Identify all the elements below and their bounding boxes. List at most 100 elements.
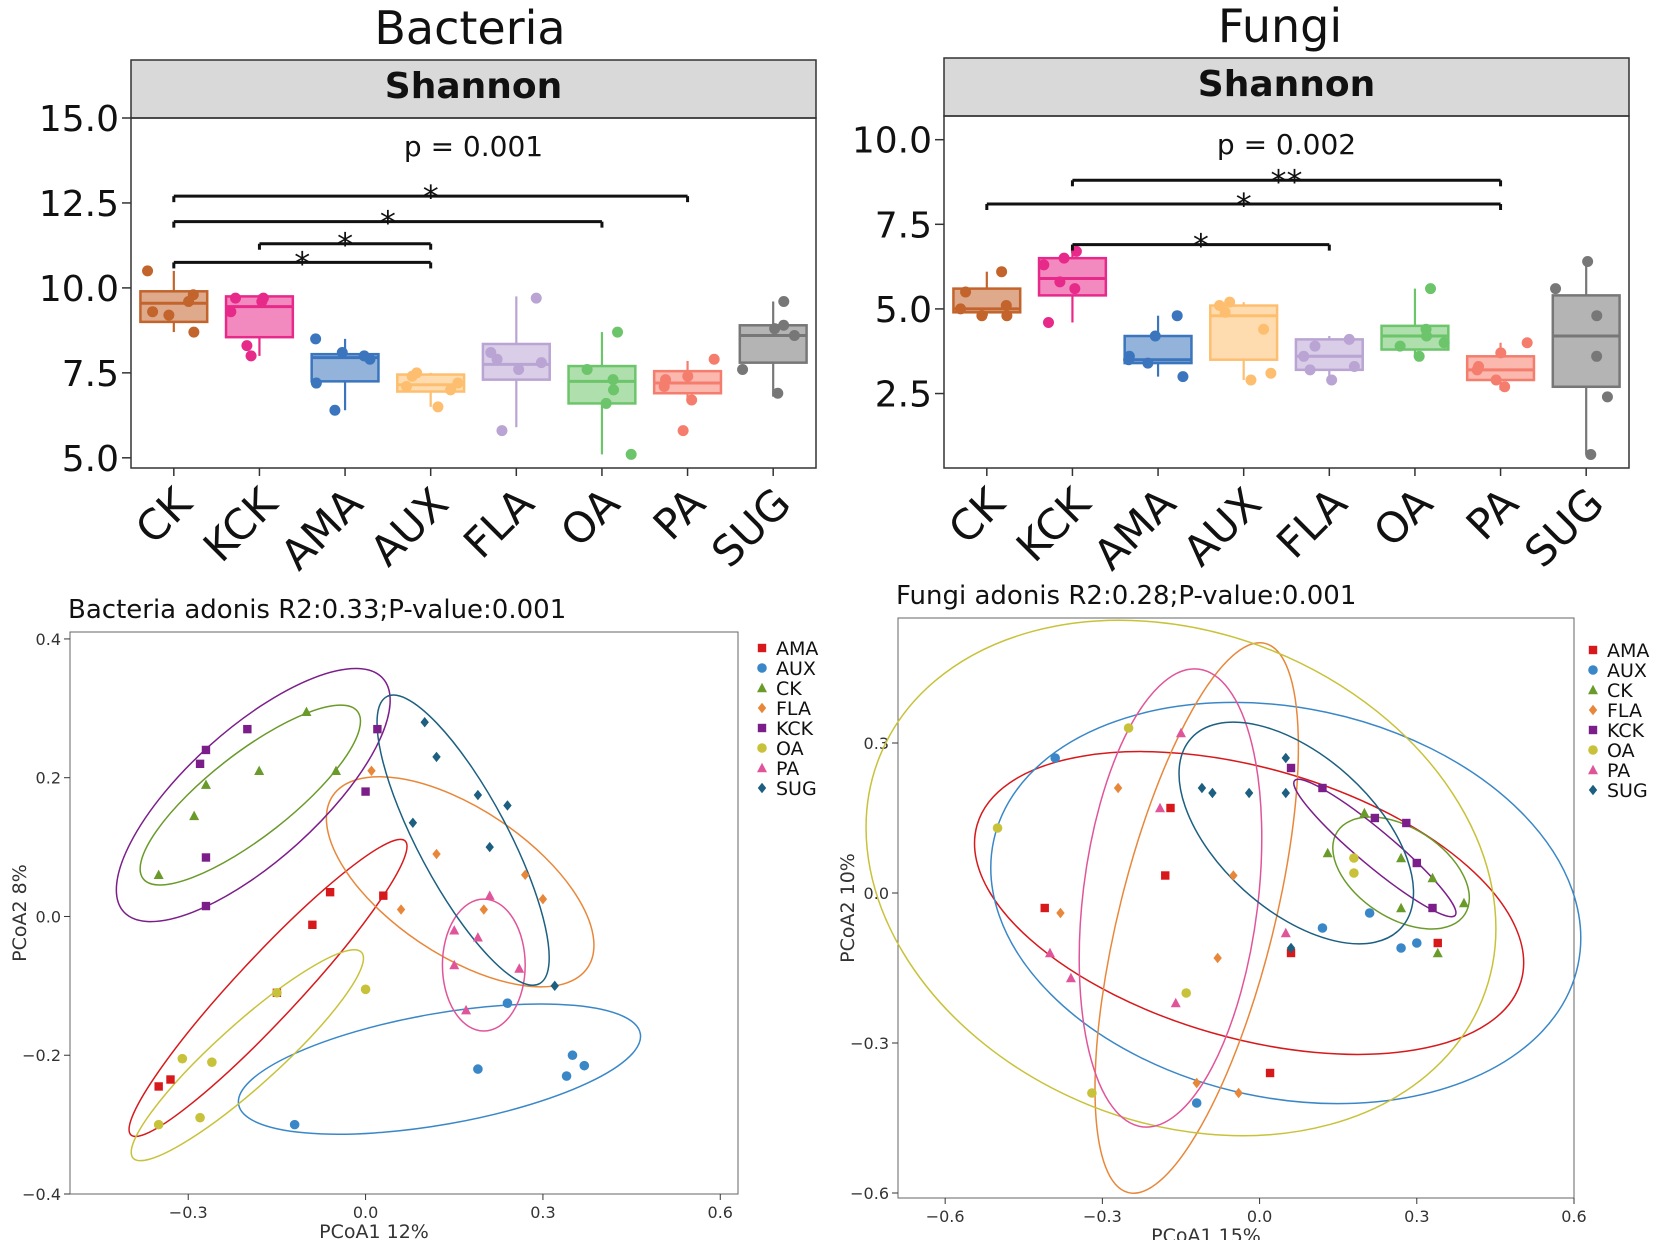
chart-title: Bacteria adonis R2:0.33;P-value:0.001 [68,595,566,625]
legend-key [757,682,767,693]
scatter-point [153,1119,164,1130]
significance-bracket: * [257,226,433,264]
x-tick-label: CK [126,477,202,553]
data-point [1591,310,1603,322]
y-tick-label: 10.0 [39,269,119,310]
y-tick-label: −0.2 [22,1046,61,1065]
x-tick-label: KCK [194,477,288,571]
data-point [445,384,457,396]
scatter-point [200,779,211,789]
x-tick-label: FLA [1267,478,1356,567]
data-point [581,363,593,375]
pcoa-panel-2: Bacteria adonis R2:0.33;P-value:0.001 −0.… [9,595,818,1240]
y-tick-label: −0.3 [850,1034,889,1053]
data-point [778,295,790,307]
data-point [1123,354,1135,366]
legend-label: KCK [1607,720,1645,742]
data-point [1326,374,1338,386]
plot-border [897,617,1575,1199]
legend-label: AUX [776,658,816,680]
scatter-point [1087,1088,1097,1098]
chart-title: Bacteria [374,1,565,55]
scatter-point [1213,952,1222,964]
data-point [358,350,370,362]
scatter-point [201,853,211,862]
scatter-point [1370,813,1380,823]
scatter-point [379,891,388,900]
scatter-point [243,724,252,734]
scatter-point [1056,907,1065,919]
scatter-point [289,1119,300,1130]
scatter-point [1427,872,1438,883]
data-point [607,374,619,386]
legend-label: OA [1607,740,1635,762]
scatter-point [1432,947,1443,958]
x-axis-label: PCoA1 15% [1151,1225,1261,1240]
data-point [1038,259,1050,271]
x-tick-label: SUG [1515,478,1613,576]
legend-label: PA [1607,760,1630,782]
data-point [310,333,322,345]
y-tick-label: 10.0 [852,121,932,162]
scatter-point [1281,752,1290,764]
y-tick-label: 0.2 [36,769,61,788]
scatter-point [195,1112,205,1123]
legend-key [1588,645,1598,655]
scatter-point [1458,897,1469,908]
scatter-point [201,745,211,755]
significance-label: * [337,226,353,264]
data-point [996,266,1008,278]
data-point [163,309,175,321]
x-tick-label: AUX [361,478,458,575]
legend-label: FLA [776,698,811,720]
legend-label: AMA [1607,640,1649,662]
y-tick-label: −0.4 [22,1185,61,1204]
p-value-label: p = 0.001 [404,130,543,163]
data-point [1304,364,1316,376]
pcoa-panel-3: Fungi adonis R2:0.28;P-value:0.001 −0.6 −0… [837,581,1649,1240]
data-point [432,401,444,413]
scatter-point [432,848,441,860]
data-point [1171,310,1183,322]
data-point [1438,337,1450,349]
data-point [1585,448,1597,460]
scatter-point [331,765,342,775]
scatter-point [1281,787,1290,799]
scatter-point [1322,847,1333,858]
scatter-point [153,869,164,880]
scatter-point [396,904,406,915]
legend-key [1588,704,1598,716]
plot-border [943,115,1630,469]
scatter-point [1265,1068,1275,1078]
scatter-point [1166,803,1175,813]
data-point [772,387,784,399]
x-tick-label: AMA [1084,478,1185,579]
scatter-point [325,887,335,897]
scatter-point [207,1057,217,1067]
significance-bracket: ** [1070,162,1503,200]
data-point [1499,381,1511,393]
significance-bracket: * [1070,227,1331,265]
data-point [612,326,624,338]
legend-label: OA [776,738,804,760]
data-point [1058,252,1070,264]
data-point [530,292,542,304]
y-tick-label: 7.5 [875,205,932,246]
ellipse-OA [865,619,1497,1137]
scatter-point [1040,903,1049,913]
data-point [225,306,237,318]
data-point [1582,256,1594,268]
x-tick-label: KCK [1007,477,1101,571]
plot-border [69,631,739,1195]
scatter-point [1050,753,1061,763]
scatter-point [503,800,512,811]
data-point [682,370,694,382]
boxplot-panel-0: Bacteria Shannon 5.0 7.5 10.0 12.5 15.0 CKKCKAM… [39,1,817,579]
scatter-point [1208,787,1217,799]
scatter-point [473,1064,483,1074]
ellipse-FLA [1094,642,1300,1194]
x-tick-label: OA [1364,478,1442,556]
scatter-point [520,869,530,881]
